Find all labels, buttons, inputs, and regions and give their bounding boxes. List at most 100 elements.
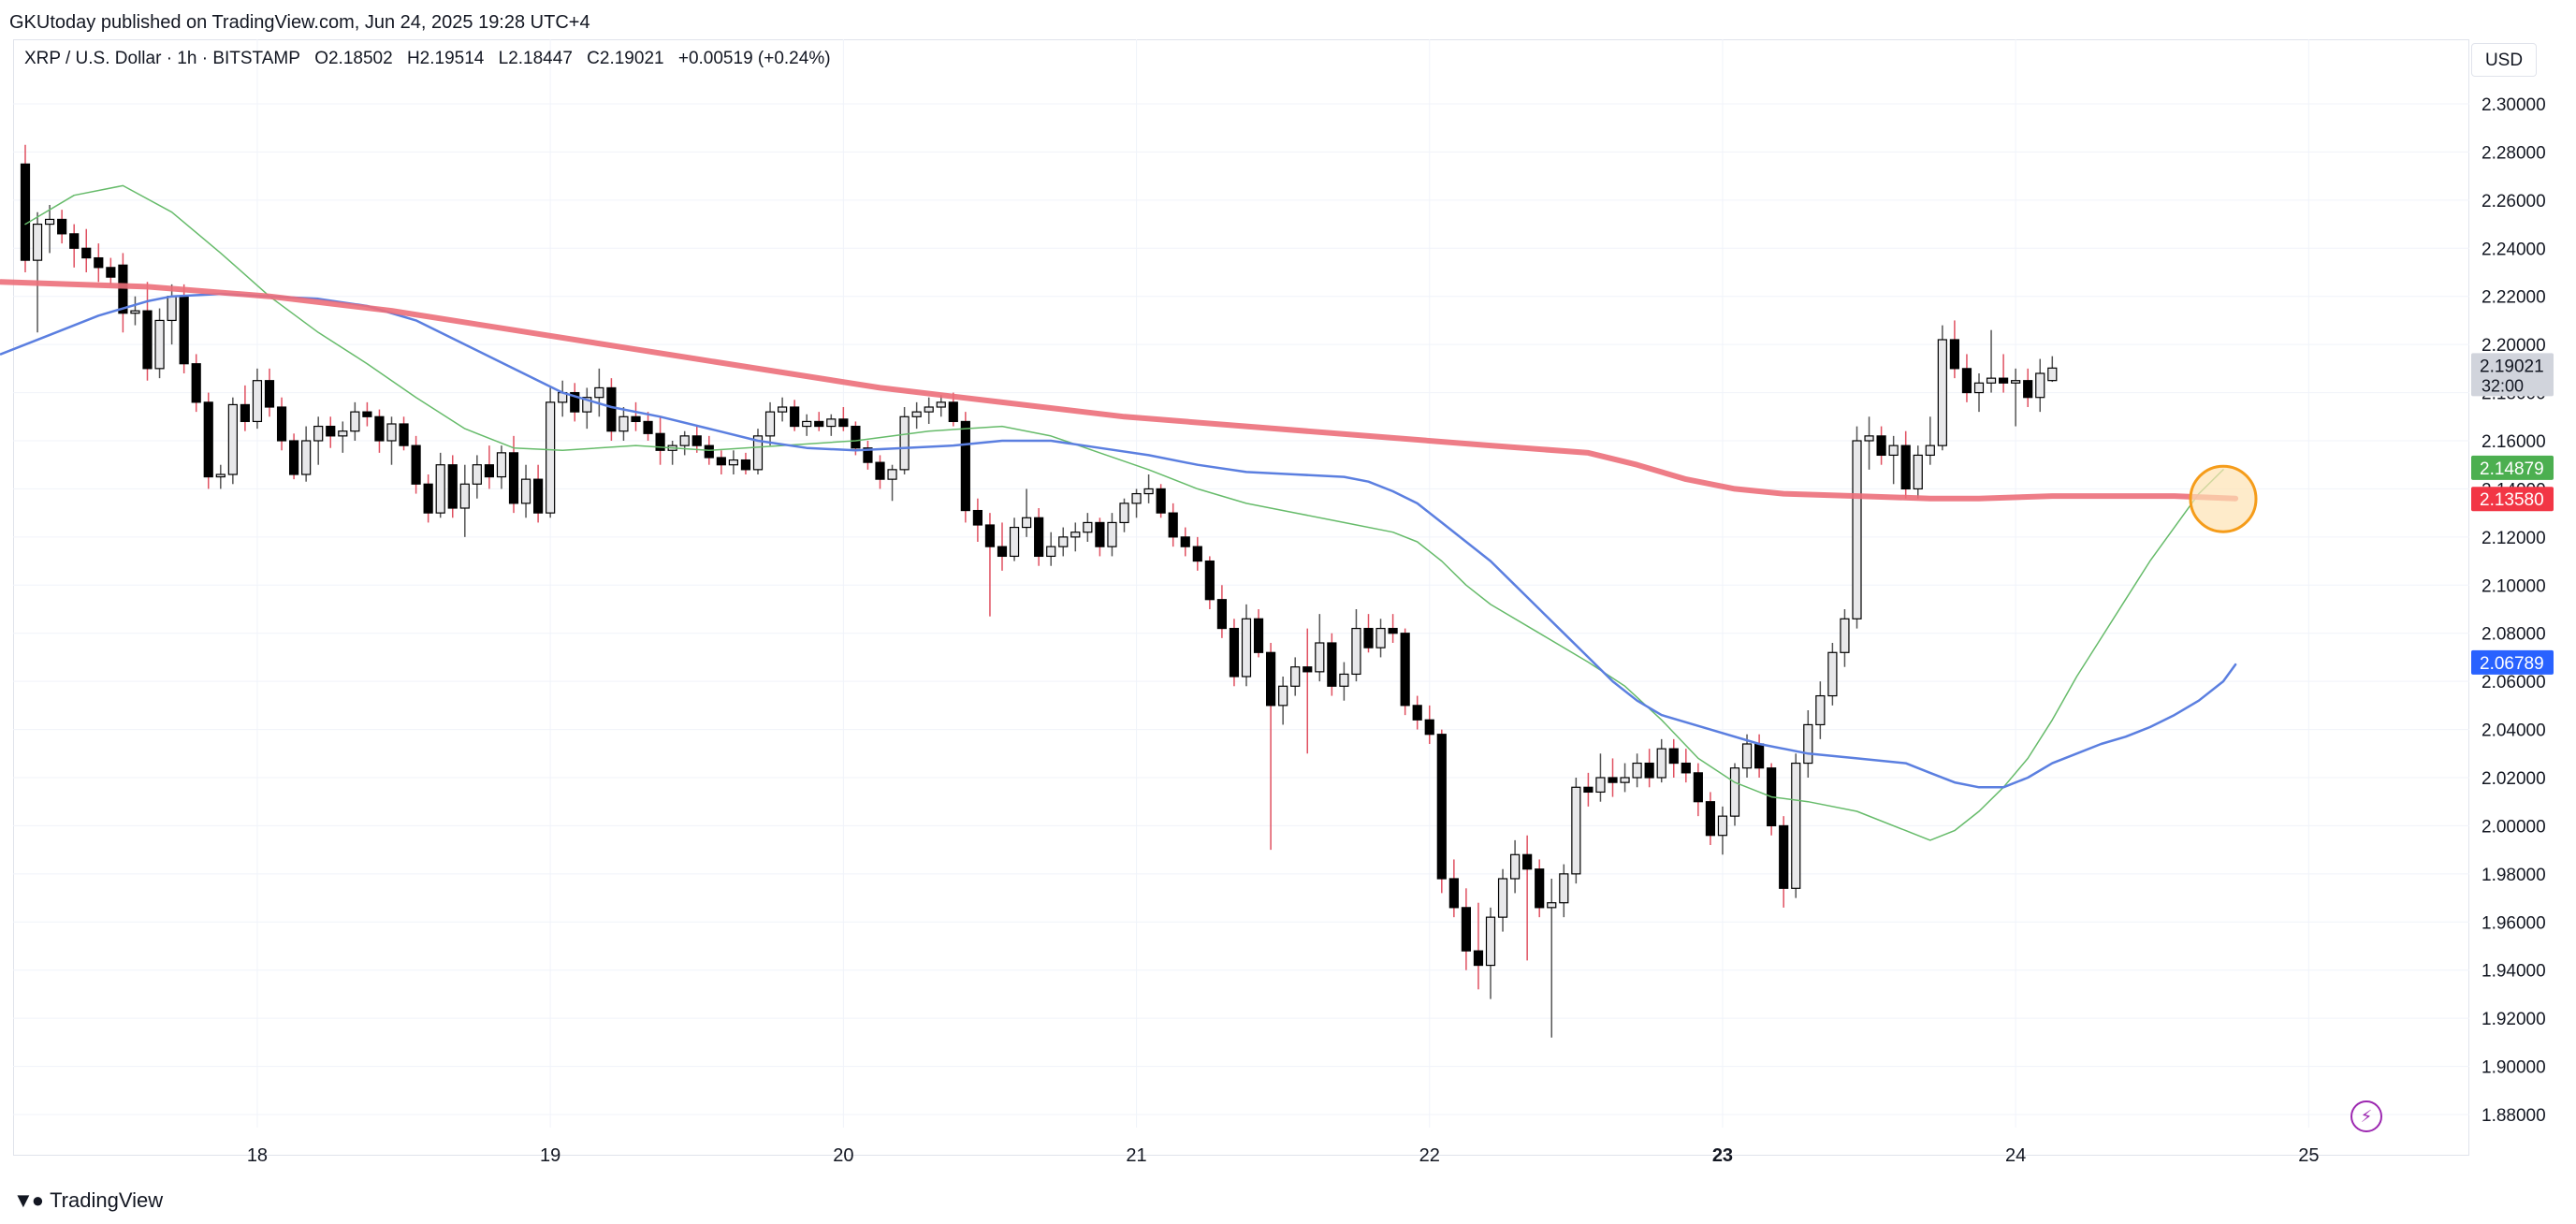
candle-body (1803, 723, 1813, 765)
candle-body (1754, 743, 1765, 769)
symbol-title[interactable]: XRP / U.S. Dollar · 1h · BITSTAMP (24, 49, 300, 68)
candle-body (704, 444, 714, 459)
candle-body (570, 391, 580, 413)
candle (1999, 354, 2009, 393)
candle (1021, 488, 1032, 537)
x-tick-label: 22 (1419, 1145, 1440, 1166)
candle-body (1485, 916, 1496, 967)
candle (997, 522, 1008, 571)
candle (520, 464, 531, 518)
candle-body (1253, 618, 1264, 653)
candle-body (459, 483, 470, 509)
candle-body (1876, 435, 1886, 457)
candle (716, 450, 726, 474)
candle-body (1180, 536, 1190, 547)
candle-body (911, 411, 922, 417)
candle-body (1265, 651, 1276, 707)
candle (1119, 498, 1129, 532)
candle-body (1852, 440, 1862, 619)
y-tick-label: 2.04000 (2481, 721, 2546, 741)
candle-body (484, 464, 495, 478)
price-label-value: 2.06789 (2480, 654, 2544, 674)
candle (1400, 628, 1410, 716)
candle (777, 397, 788, 422)
candle (374, 409, 385, 453)
candle-body (1729, 767, 1740, 817)
candle-body (1021, 517, 1032, 529)
candle (313, 416, 324, 465)
candle (1644, 749, 1654, 788)
candle (81, 228, 92, 272)
candle-body (399, 423, 409, 446)
candle (532, 464, 544, 523)
candle (1461, 888, 1472, 970)
candle (350, 401, 360, 441)
candle-body (69, 233, 80, 249)
candle (984, 513, 996, 617)
candle (1216, 585, 1228, 638)
candle (1070, 522, 1081, 552)
candle (1095, 517, 1105, 557)
candle-body (1009, 526, 1020, 558)
price-label-value: 2.14879 (2480, 459, 2544, 479)
candle-body (1571, 786, 1581, 875)
candle (154, 308, 165, 379)
y-tick-label: 2.30000 (2481, 95, 2546, 115)
candle (594, 368, 604, 417)
candle-body (508, 452, 519, 504)
candle-body (984, 524, 996, 547)
x-tick-label: 24 (2005, 1145, 2026, 1166)
candle-body (764, 411, 776, 437)
symbol-legend: XRP / U.S. Dollar · 1h · BITSTAMP O2.185… (24, 49, 840, 69)
candle-body (386, 423, 397, 442)
candle (227, 397, 238, 485)
candle (936, 395, 946, 417)
chart-area[interactable] (13, 39, 2469, 1156)
candle (1571, 778, 1581, 884)
candle-body (1339, 673, 1349, 687)
candle (252, 368, 263, 430)
candle (1339, 662, 1349, 701)
candle (1961, 354, 1972, 402)
candle-body (1303, 666, 1313, 673)
y-tick-label: 2.20000 (2481, 336, 2546, 356)
highlight-circle (2189, 464, 2258, 533)
candle-body (362, 411, 372, 417)
candle-body (802, 420, 812, 428)
candle (1303, 628, 1313, 754)
candle (606, 378, 617, 441)
candle-body (301, 440, 312, 475)
candle-body (423, 483, 433, 514)
price-label-value: 2.19021 (2480, 357, 2544, 376)
candle-body (1461, 907, 1472, 952)
candle-body (1961, 368, 1972, 394)
candle (1265, 643, 1276, 851)
candle-body (594, 386, 604, 399)
lightning-icon[interactable]: ⚡ (2350, 1100, 2382, 1132)
candle-body (1375, 627, 1386, 648)
x-tick-label: 18 (247, 1145, 268, 1166)
candle-body (752, 435, 764, 471)
candle (790, 400, 800, 431)
candle-body (655, 432, 665, 451)
candle-body (154, 319, 165, 370)
candle-body (1424, 719, 1434, 736)
candle (1840, 609, 1850, 667)
candle-body (81, 247, 92, 259)
candle-body (1913, 454, 1923, 490)
candle (215, 464, 226, 489)
candle (1717, 806, 1728, 855)
candle (1632, 753, 1642, 788)
candle-body (2023, 380, 2033, 399)
candle (570, 383, 580, 422)
legend-low: L2.18447 (498, 49, 573, 68)
candle-body (1107, 521, 1117, 547)
candle (1363, 614, 1374, 653)
currency-button[interactable]: USD (2471, 43, 2537, 77)
candle (1143, 474, 1154, 503)
candle (838, 407, 849, 431)
candle (2023, 368, 2033, 407)
candle (924, 397, 934, 424)
candle (1729, 763, 1740, 826)
